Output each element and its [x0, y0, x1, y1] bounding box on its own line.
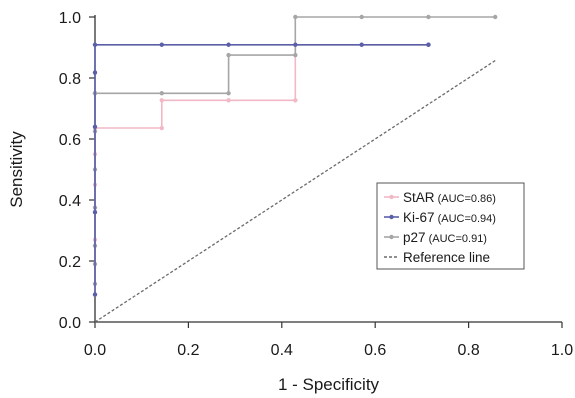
- x-axis-title: 1 - Specificity: [278, 375, 380, 394]
- data-point-p27: [359, 14, 364, 20]
- data-point-p27: [293, 52, 298, 58]
- data-point-ki-67: [92, 124, 98, 129]
- legend-label-reference-line: Reference line: [403, 250, 490, 265]
- x-tick-label: 0.2: [177, 342, 199, 359]
- x-tick-label: 0.6: [364, 342, 386, 359]
- data-point-star: [159, 98, 164, 103]
- x-tick-label: 0.8: [457, 342, 479, 359]
- data-point-p27: [293, 14, 298, 20]
- y-tick-label: 0.4: [59, 193, 81, 210]
- data-point-ki-67: [293, 42, 298, 47]
- y-tick-label: 0.2: [59, 254, 81, 271]
- data-point-ki-67: [92, 70, 98, 75]
- data-point-p27: [493, 14, 498, 20]
- data-point-ki-67: [359, 42, 364, 47]
- legend-marker-star: [389, 194, 394, 200]
- data-point-p27: [426, 14, 431, 20]
- data-point-p27: [159, 91, 164, 96]
- legend-label-star: StAR (AUC=0.86): [403, 190, 496, 205]
- data-point-ki-67: [92, 210, 98, 215]
- legend-marker-p27: [389, 234, 394, 240]
- y-tick-label: 0.6: [59, 132, 81, 149]
- legend-marker-ki-67: [389, 214, 394, 220]
- legend: StAR (AUC=0.86) Ki-67 (AUC=0.94) p27 (AUC=…: [376, 182, 525, 270]
- data-point-ki-67: [92, 42, 98, 47]
- data-point-star: [226, 98, 231, 103]
- x-tick-label: 0.4: [271, 342, 293, 359]
- axes: 0.0 0.2 0.4 0.6 0.8 1.0 0.0 0.2 0.4 0.6 0.8 1.0: [59, 10, 573, 359]
- y-axis-title: Sensitivity: [7, 131, 26, 208]
- legend-label-p27: p27 (AUC=0.91): [403, 230, 487, 245]
- legend-label-ki-67: Ki-67 (AUC=0.94): [403, 210, 496, 225]
- x-tick-label: 1.0: [551, 342, 573, 359]
- legend-box: [376, 182, 525, 270]
- data-point-p27: [226, 91, 231, 96]
- series-line-ki-67: [94, 43, 429, 295]
- y-tick-label: 0.0: [59, 315, 81, 332]
- data-point-ki-67: [226, 42, 231, 47]
- data-point-star: [159, 125, 164, 131]
- data-point-ki-67: [159, 42, 164, 47]
- data-point-p27: [226, 52, 231, 58]
- data-point-star: [293, 98, 298, 103]
- series-layer: [92, 14, 498, 323]
- y-tick-label: 0.8: [59, 71, 81, 88]
- x-tick-label: 0.0: [84, 342, 106, 359]
- data-point-ki-67: [426, 42, 431, 47]
- data-point-ki-67: [92, 292, 98, 297]
- y-tick-label: 1.0: [59, 10, 81, 27]
